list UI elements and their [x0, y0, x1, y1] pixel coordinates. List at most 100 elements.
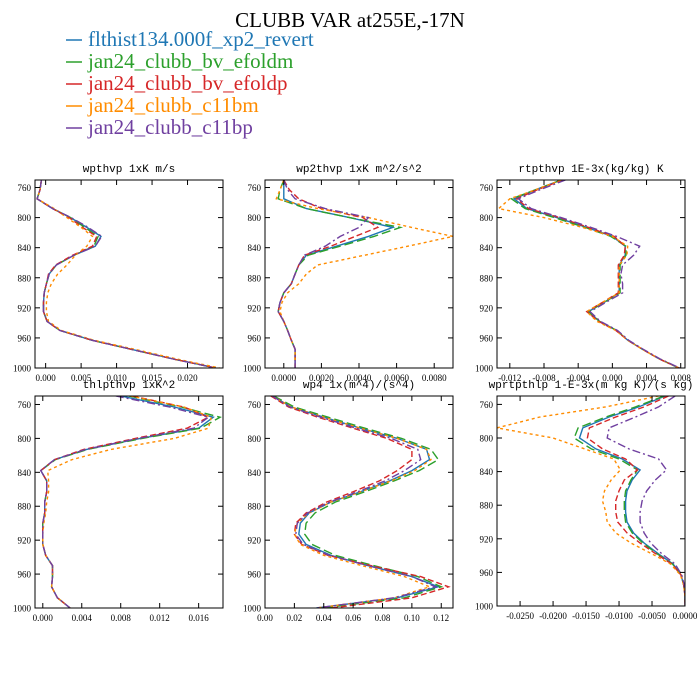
y-tick-label: 920 — [18, 303, 32, 313]
y-tick-label: 960 — [18, 333, 32, 343]
y-tick-label: 840 — [18, 468, 32, 478]
y-tick-label: 920 — [480, 303, 494, 313]
x-tick-label: 0.016 — [189, 613, 210, 623]
series-line — [277, 180, 380, 368]
y-tick-label: 880 — [18, 273, 32, 283]
panel-title: wp2thvp 1xK m^2/s^2 — [296, 164, 421, 176]
series-line — [270, 396, 451, 608]
series-line — [515, 180, 680, 368]
y-tick-label: 920 — [18, 536, 32, 546]
y-tick-label: 840 — [248, 243, 262, 253]
x-tick-label: 0.005 — [71, 373, 92, 383]
y-tick-label: 800 — [480, 434, 494, 444]
x-tick-label: 0.12 — [433, 613, 449, 623]
x-tick-label: -0.0200 — [539, 611, 567, 621]
y-tick-label: 880 — [248, 502, 262, 512]
plot-frame — [264, 179, 454, 369]
y-tick-label: 960 — [480, 333, 494, 343]
y-tick-label: 760 — [480, 400, 494, 410]
x-tick-label: 0.02 — [287, 613, 303, 623]
legend-label: flthist134.000f_xp2_revert — [88, 27, 314, 51]
y-tick-label: 800 — [248, 434, 262, 444]
x-tick-label: 0.000 — [33, 613, 54, 623]
series-line — [517, 180, 681, 368]
y-tick-label: 800 — [18, 434, 32, 444]
panel: rtpthvp 1E-3x(kg/kg) K 760 800 840 880 920 960… — [475, 164, 691, 383]
series-line — [277, 180, 404, 368]
panel: wp4 1x(m^4)/(s^4)76080084088092096010000… — [243, 380, 454, 623]
series-line — [39, 396, 211, 608]
series-line — [497, 180, 680, 368]
series-line — [512, 180, 680, 368]
y-tick-label: 880 — [248, 273, 262, 283]
x-tick-label: -0.004 — [567, 373, 591, 383]
x-tick-label: -0.012 — [498, 373, 521, 383]
panel-title: wp4 1x(m^4)/(s^4) — [303, 380, 415, 392]
panel-title: wpthvp 1xK m/s — [83, 164, 175, 176]
x-tick-label: 0.015 — [142, 373, 163, 383]
y-tick-label: 880 — [480, 501, 494, 511]
y-tick-label: 760 — [18, 400, 32, 410]
x-tick-label: 0.010 — [106, 373, 127, 383]
x-tick-label: -0.0150 — [572, 611, 600, 621]
series-line — [510, 180, 680, 368]
y-tick-label: 1000 — [475, 364, 494, 374]
y-tick-label: 840 — [480, 243, 494, 253]
x-tick-label: 0.0060 — [384, 373, 409, 383]
panel-title: rtpthvp 1E-3x(kg/kg) K — [518, 164, 664, 176]
y-tick-label: 960 — [248, 333, 262, 343]
plot-frame — [34, 395, 224, 609]
y-tick-label: 760 — [248, 400, 262, 410]
series-line — [275, 180, 453, 368]
y-tick-label: 760 — [248, 183, 262, 193]
series-line — [271, 396, 438, 608]
x-tick-label: 0.0040 — [347, 373, 372, 383]
series-line — [39, 396, 210, 608]
y-tick-label: 960 — [18, 570, 32, 580]
x-tick-label: 0.020 — [177, 373, 198, 383]
x-tick-label: 0.000 — [36, 373, 57, 383]
legend-entry: jan24_clubb_c11bp — [66, 115, 253, 139]
y-tick-label: 760 — [18, 183, 32, 193]
y-tick-label: 800 — [480, 213, 494, 223]
series-line — [36, 180, 220, 368]
legend-entry: jan24_clubb_c11bm — [66, 93, 259, 117]
x-tick-label: 0.000 — [602, 373, 623, 383]
x-tick-label: 0.004 — [72, 613, 93, 623]
y-tick-label: 760 — [480, 183, 494, 193]
y-tick-label: 1000 — [243, 364, 262, 374]
series-line — [578, 396, 685, 606]
series-line — [36, 180, 217, 368]
legend-entry: flthist134.000f_xp2_revert — [66, 27, 314, 51]
x-tick-label: 0.04 — [316, 613, 332, 623]
panel-title: wprtpthlp 1-E-3x(m kg K)/(s kg) — [489, 380, 694, 392]
panel: wpthvp 1xK m/s 760 800 840 880 920 960 1000 0.00… — [13, 164, 224, 383]
x-tick-label: 0.08 — [375, 613, 391, 623]
x-tick-label: -0.008 — [532, 373, 556, 383]
y-tick-label: 840 — [18, 243, 32, 253]
series-line — [277, 180, 370, 368]
series-line — [36, 180, 217, 368]
legend-label: jan24_clubb_c11bp — [87, 115, 253, 139]
x-tick-label: 0.06 — [345, 613, 361, 623]
series-line — [586, 396, 685, 606]
x-tick-label: -0.0250 — [506, 611, 534, 621]
x-tick-label: 0.008 — [671, 373, 692, 383]
y-tick-label: 800 — [18, 213, 32, 223]
figure-title: CLUBB VAR at255E,-17N — [235, 8, 465, 32]
y-tick-label: 920 — [480, 534, 494, 544]
y-tick-label: 1000 — [13, 604, 32, 614]
panel: thlpthvp 1xK^276080084088092096010000.00… — [13, 380, 224, 623]
x-tick-label: 0.008 — [111, 613, 132, 623]
panel: wprtpthlp 1-E-3x(m kg K)/(s kg) 760 800 840… — [475, 380, 698, 621]
series-line — [271, 396, 432, 608]
y-tick-label: 1000 — [243, 604, 262, 614]
plot-frame — [496, 179, 686, 369]
legend-label: jan24_clubb_bv_efoldp — [87, 71, 287, 95]
x-tick-label: 0.10 — [404, 613, 420, 623]
legend-entry: jan24_clubb_bv_efoldp — [66, 71, 287, 95]
y-tick-label: 880 — [18, 502, 32, 512]
y-tick-label: 1000 — [13, 364, 32, 374]
legend: flthist134.000f_xp2_revert jan24_clubb_bv… — [66, 27, 314, 139]
y-tick-label: 840 — [480, 467, 494, 477]
